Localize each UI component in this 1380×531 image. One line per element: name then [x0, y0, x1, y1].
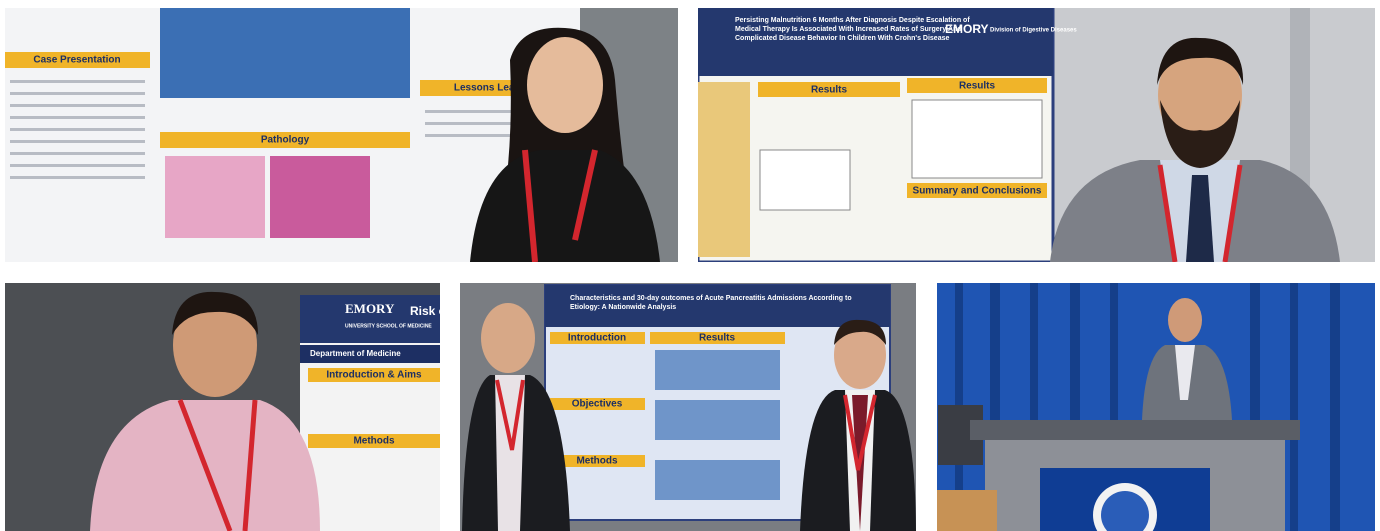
heading: Methods — [576, 456, 618, 467]
poster-title: Characteristics and 30-day outcomes of A… — [570, 295, 852, 311]
heading: Methods — [353, 436, 395, 447]
photo: Case Presentation Pathology Lessons Lear… — [5, 8, 678, 262]
heading: Lessons Learned — [454, 83, 536, 94]
heading: Results — [959, 81, 996, 92]
division: Division of Digestive Diseases — [990, 28, 1077, 34]
department: Department of Medicine — [310, 349, 401, 358]
person — [462, 303, 570, 531]
person — [90, 291, 320, 531]
heading: Case Presentation — [33, 55, 120, 66]
poster-title: Persisting Malnutrition 6 Months After D… — [735, 17, 970, 42]
person — [1050, 37, 1340, 262]
person — [470, 27, 660, 262]
heading: Introduction & Aims — [326, 370, 422, 381]
heading: Objectives — [572, 399, 623, 410]
photo: Characteristics and 30-day outcomes of A… — [460, 283, 916, 531]
photo: Persisting Malnutrition 6 Months After D… — [698, 8, 1375, 262]
heading: Summary and Conclusions — [913, 186, 1042, 197]
school: UNIVERSITY SCHOOL OF MEDICINE — [345, 323, 432, 329]
heading: Pathology — [261, 135, 310, 146]
person — [800, 319, 916, 531]
logo: EMORY — [345, 301, 395, 316]
poster-title: Risk o — [410, 304, 446, 318]
photo: EMORY UNIVERSITY SCHOOL OF MEDICINE Risk… — [5, 283, 446, 531]
heading: Introduction — [568, 333, 626, 344]
photo — [937, 283, 1375, 531]
person — [1142, 298, 1232, 420]
logo: EMORY — [945, 22, 989, 36]
heading: Results — [811, 85, 848, 96]
heading: Results — [699, 333, 736, 344]
